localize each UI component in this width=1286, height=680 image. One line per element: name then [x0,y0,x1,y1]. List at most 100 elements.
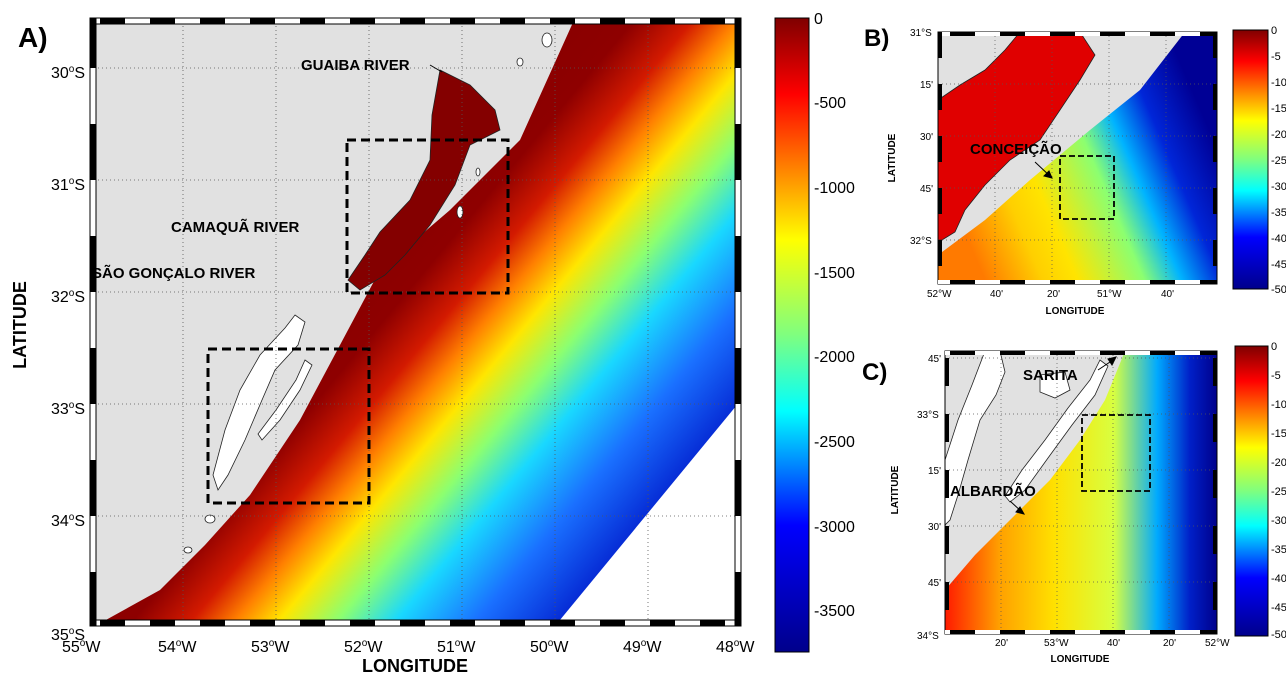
panel-b-frame [937,31,1218,285]
panel-a-study-box-north [345,138,510,295]
cbar-b-tick-35: -35 [1271,207,1286,219]
panel-a-frame [89,17,742,627]
panel-a-lagoon-patos [347,69,501,291]
lat-tick-32s: 32oS [51,288,85,306]
b-lon-20: 20' [1047,289,1060,300]
cbar-a-tick-1000: -1000 [814,180,855,197]
cbar-b-tick-5: -5 [1271,51,1281,63]
cbar-c-tick-5: -5 [1271,370,1281,382]
cbar-a-tick-1500: -1500 [814,265,855,282]
lon-tick-55w: 55oW [62,638,101,656]
panel-b-xlabel: LONGITUDE [1046,306,1105,317]
panel-c-map [945,351,1217,634]
b-lat-32s: 32°S [910,236,932,247]
lon-tick-49w: 49oW [623,638,662,656]
cbar-b-tick-50: -50 [1271,284,1286,296]
panel-b-map [938,32,1217,284]
cbar-c-tick-10: -10 [1271,399,1286,411]
panel-a-small-lakes [183,32,553,554]
cbar-c-tick-30: -30 [1271,515,1286,527]
panel-a-ylabel: LATITUDE [10,281,30,369]
cbar-a-tick-2000: -2000 [814,349,855,366]
panel-c-colorbar: 0 -5 -10 -15 -20 -25 -30 -35 -40 -45 -50 [1234,341,1286,641]
panel-c: C) SARITA [862,341,1286,665]
panel-a-letter: A) [18,22,48,53]
panel-a-lagoon-mangueira [257,359,313,441]
panel-a-lat-ticks: 30oS 31oS 32oS 33oS 34oS 35oS [51,64,85,644]
c-lat-34s: 34°S [917,631,939,642]
c-lat-15: 15' [928,466,941,477]
panel-b-lon-ticks: 52°W 40' 20' 51°W 40' [927,289,1174,300]
panel-c-colorbar-ticks: 0 -5 -10 -15 -20 -25 -30 -35 -40 -45 -50 [1271,341,1286,641]
panel-c-ocean-bathymetry [945,351,1217,634]
panel-b-ylabel: LATITUDE [887,133,898,182]
c-lat-33s: 33°S [917,410,939,421]
lon-tick-50w: 50oW [530,638,569,656]
panel-a: A) [10,11,855,676]
place-label-sao-goncalo-river: SÃO GONÇALO RIVER [92,264,256,282]
c-lon-20b: 20' [1163,638,1176,649]
cbar-c-tick-25: -25 [1271,486,1286,498]
cbar-c-tick-35: -35 [1271,544,1286,556]
cbar-b-tick-40: -40 [1271,233,1286,245]
panel-b: B) CONCEIÇÃO [864,25,1286,317]
panel-c-lon-ticks: 20' 53°W 40' 20' 52°W [995,638,1230,649]
panel-c-ylabel: LATITUDE [890,465,901,514]
guaiba-pointer [429,64,443,73]
cbar-a-tick-3000: -3000 [814,519,855,536]
lon-tick-53w: 53oW [251,638,290,656]
panel-b-letter: B) [864,25,889,52]
cbar-b-tick-20: -20 [1271,129,1286,141]
place-label-camaqua-river: CAMAQUÃ RIVER [171,218,300,236]
place-label-sarita: SARITA [1023,367,1078,384]
panel-a-colorbar: 0 -500 -1000 -1500 -2000 -2500 -3000 -35… [774,11,855,653]
cbar-b-tick-0: 0 [1271,25,1277,37]
panel-b-ocean-bathymetry [938,32,1217,284]
cbar-c-tick-0: 0 [1271,341,1277,353]
panel-a-study-box-south [206,347,371,505]
c-lat-45a: 45' [928,354,941,365]
b-lat-30: 30' [920,132,933,143]
panel-b-colorbar-ticks: 0 -5 -10 -15 -20 -25 -30 -35 -40 -45 -50 [1271,25,1286,296]
panel-a-colorbar-ticks: 0 -500 -1000 -1500 -2000 -2500 -3000 -35… [814,11,855,620]
cbar-c-tick-40: -40 [1271,573,1286,585]
cbar-c-tick-20: -20 [1271,457,1286,469]
panel-b-colorbar-bar [1232,29,1269,290]
lon-tick-54w: 54oW [158,638,197,656]
cbar-a-tick-500: -500 [814,95,846,112]
lon-tick-51w: 51oW [437,638,476,656]
panel-c-lagoon-mirim [945,351,1006,526]
panel-c-gridlines [945,351,1217,634]
c-lat-30: 30' [928,522,941,533]
lat-tick-33s: 33oS [51,400,85,418]
cbar-a-tick-3500: -3500 [814,603,855,620]
panel-b-lat-ticks: 31°S 15' 30' 45' 32°S [910,28,933,247]
panel-a-lon-ticks: 55oW 54oW 53oW 52oW 51oW 50oW 49oW 48oW [62,638,755,656]
cbar-b-tick-15: -15 [1271,103,1286,115]
b-lat-31s: 31°S [910,28,932,39]
place-label-albardao: ALBARDÃO [950,482,1036,500]
panel-c-xlabel: LONGITUDE [1051,654,1110,665]
panel-c-lagoon-mangueira [1004,359,1109,503]
lon-tick-52w: 52oW [344,638,383,656]
panel-a-map [90,18,741,626]
cbar-b-tick-10: -10 [1271,77,1286,89]
cbar-b-tick-30: -30 [1271,181,1286,193]
c-lon-52w: 52°W [1205,638,1230,649]
panel-a-gridlines [90,18,741,626]
c-lon-20a: 20' [995,638,1008,649]
cbar-c-tick-45: -45 [1271,602,1286,614]
cbar-c-tick-15: -15 [1271,428,1286,440]
cbar-b-tick-45: -45 [1271,259,1286,271]
lat-tick-35s: 35oS [51,626,85,644]
lat-tick-31s: 31oS [51,176,85,194]
cbar-b-tick-25: -25 [1271,155,1286,167]
conceicao-arrow [1034,161,1053,179]
b-lon-52w: 52°W [927,289,952,300]
albardao-arrow [1009,500,1026,515]
panel-c-small-lake [1039,371,1071,399]
panel-b-study-box [1059,155,1115,220]
b-lon-51w: 51°W [1097,289,1122,300]
b-lon-40: 40' [990,289,1003,300]
